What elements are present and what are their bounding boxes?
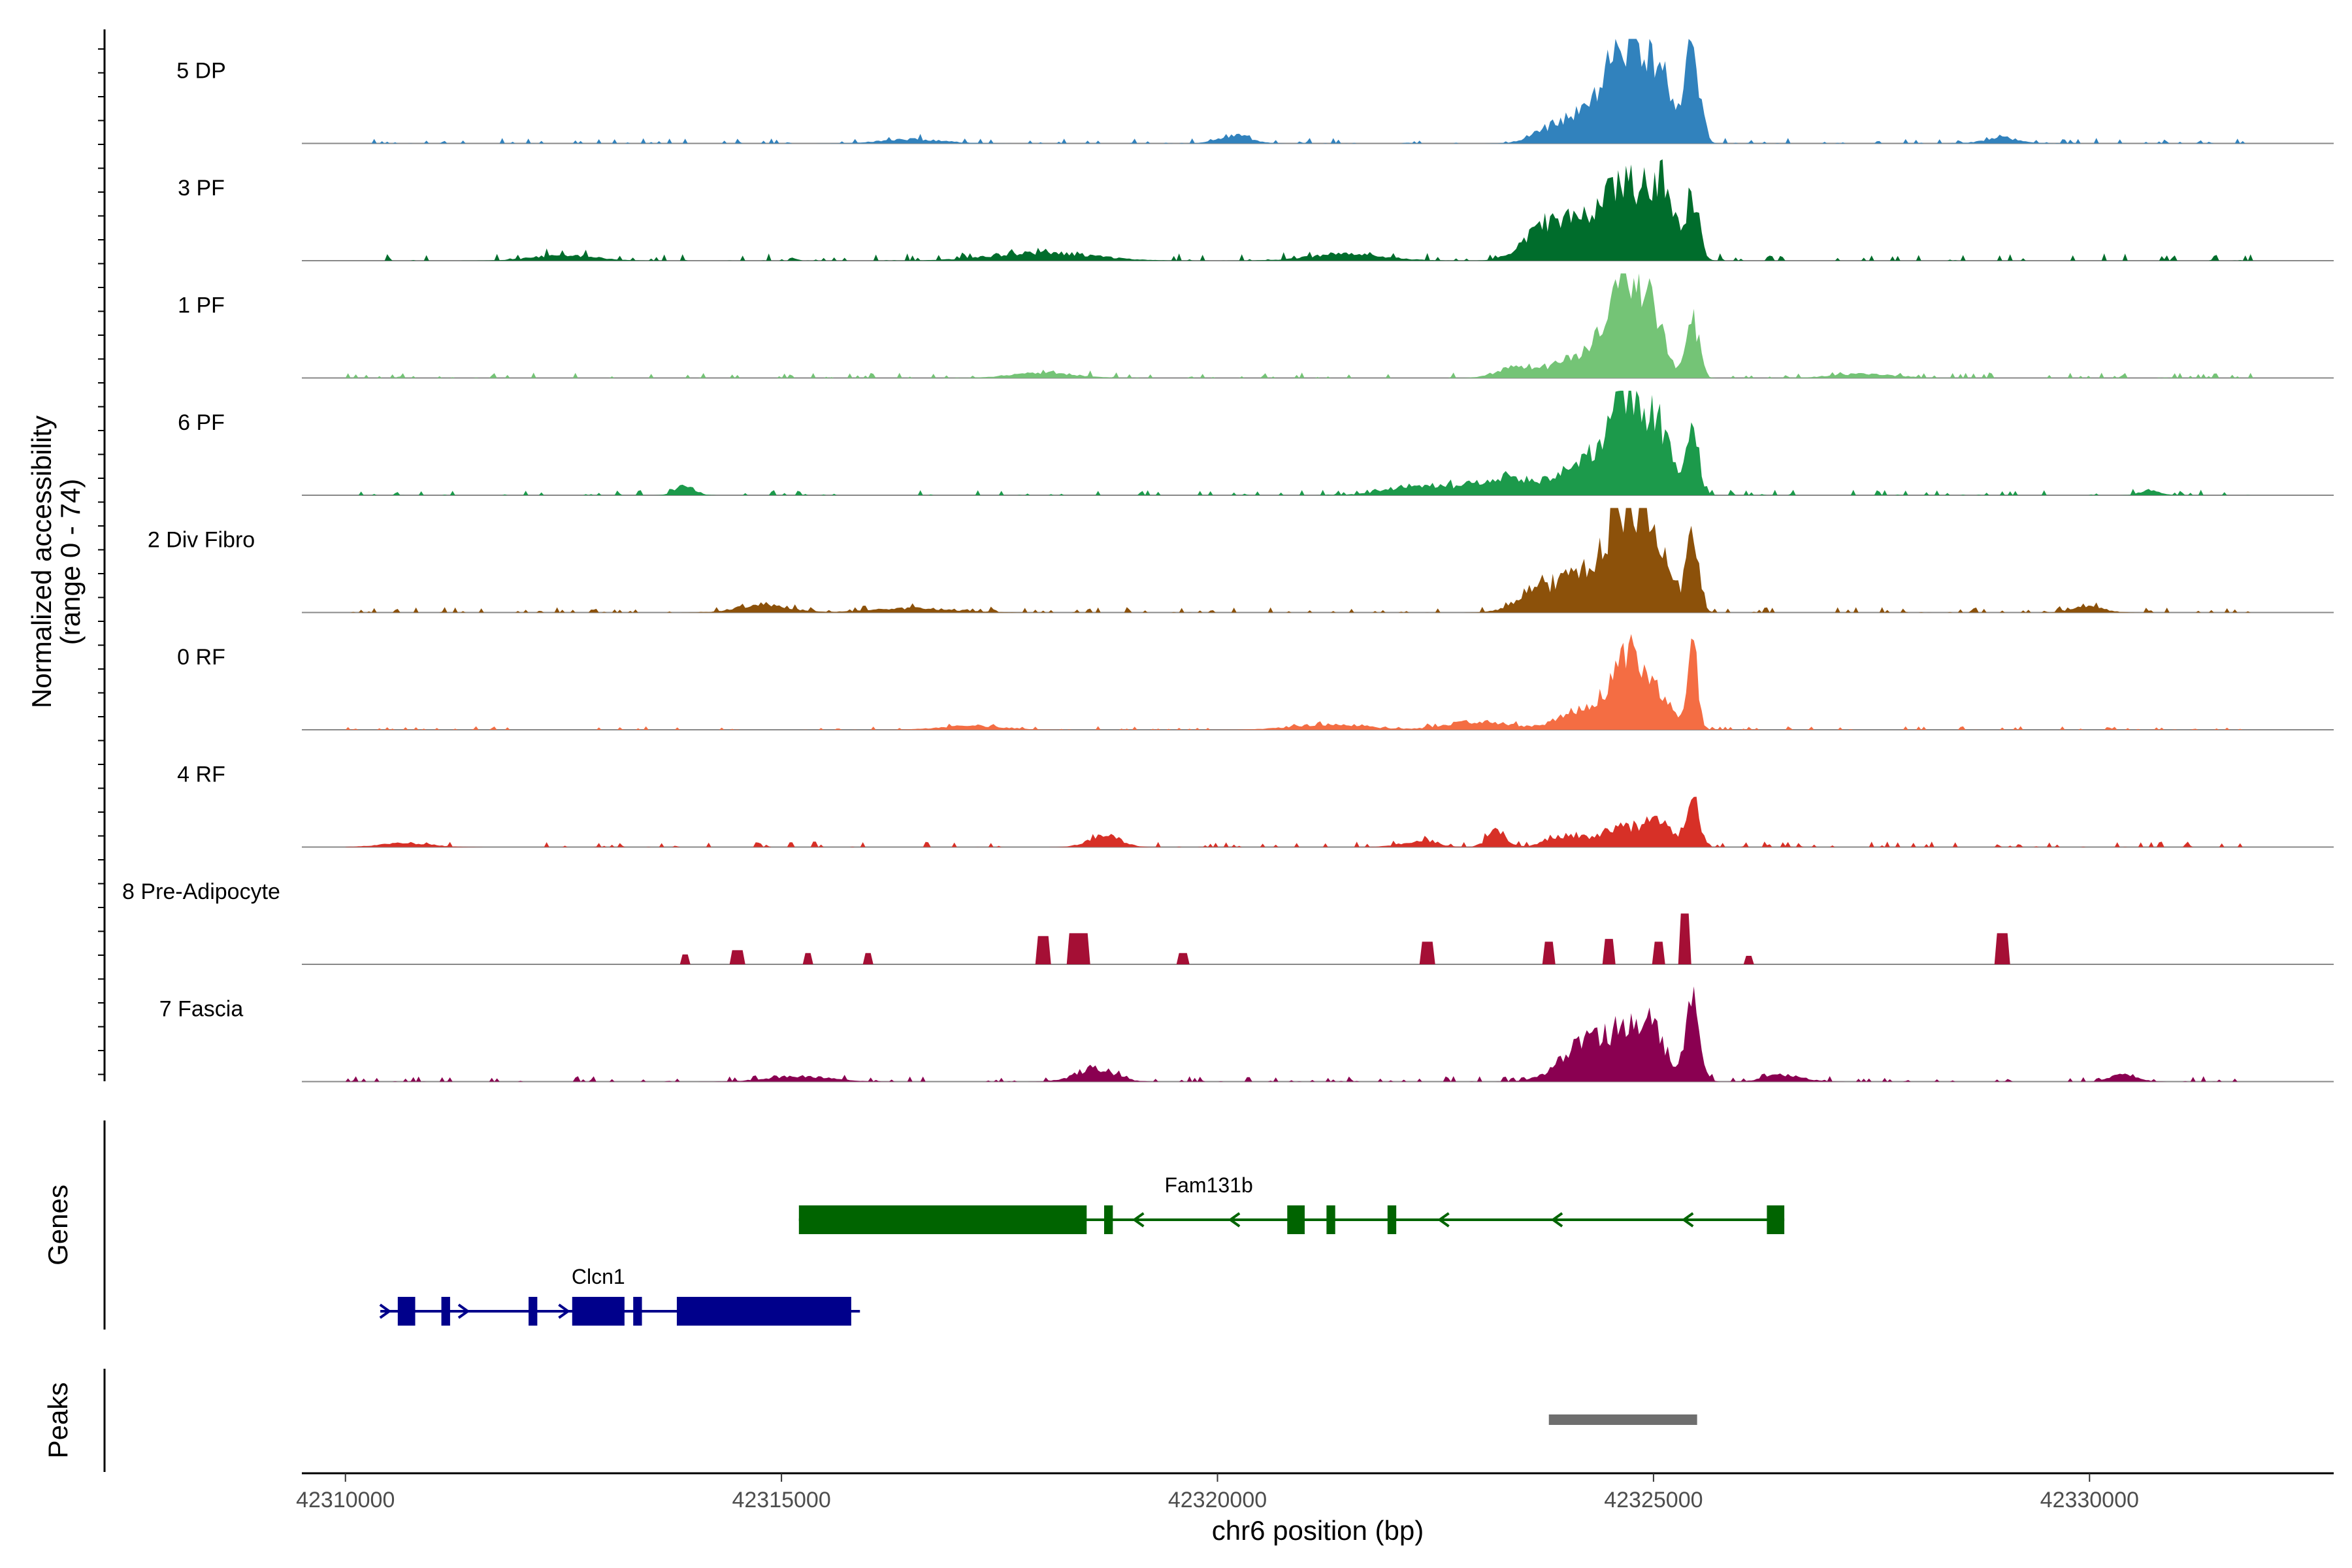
gene-exon [798, 1205, 1087, 1234]
y-axis-ticks [98, 48, 105, 1075]
track-label: 6 PF [178, 410, 225, 435]
y-axis-title-line1: Normalized accessibility [26, 416, 57, 708]
y-axis-title-line2: (range 0 - 74) [55, 479, 86, 645]
x-axis-ticks: 42310000 42315000 42320000 42325000 42330000 [296, 1473, 2139, 1512]
gene-label: Clcn1 [572, 1265, 625, 1288]
gene-models: Fam131b Clcn1 [379, 1173, 1785, 1326]
gene-fam131b: Fam131b [798, 1173, 1785, 1234]
gene-clcn1: Clcn1 [379, 1265, 860, 1326]
track-7-fascia: 7 Fascia [159, 986, 2334, 1083]
strand-arrow [1132, 1212, 1145, 1228]
track-label: 8 Pre-Adipocyte [122, 879, 280, 904]
coverage-tracks: 5 DP 3 PF 1 PF 6 PF 2 Div Fibro 0 RF 4 RF 8 Pre… [122, 39, 2334, 1083]
peak-region-bar [1548, 1414, 1697, 1425]
strand-arrow [379, 1303, 392, 1319]
strand-arrow [1550, 1212, 1563, 1228]
track-label: 7 Fascia [159, 997, 244, 1022]
strand-arrow [1437, 1212, 1450, 1228]
track-label: 5 DP [176, 59, 226, 84]
peaks-panel-title: Peaks [42, 1382, 73, 1459]
track-4-rf: 4 RF [177, 762, 2334, 848]
genes-panel: Genes Fam131b Clcn1 [42, 1120, 1785, 1330]
track-label: 3 PF [178, 176, 225, 201]
track-6-pf: 6 PF [178, 391, 2334, 496]
gene-exon [1767, 1205, 1785, 1234]
strand-arrow [1228, 1212, 1241, 1228]
track-label: 1 PF [178, 293, 225, 318]
gene-exon [397, 1297, 416, 1326]
strand-arrow [1681, 1212, 1694, 1228]
track-8-pre-adipocyte: 8 Pre-Adipocyte [122, 879, 2334, 965]
gene-exon [529, 1297, 538, 1326]
x-tick-label: 42310000 [296, 1488, 395, 1512]
gene-label: Fam131b [1165, 1173, 1253, 1197]
peak-regions [1548, 1414, 1697, 1425]
x-tick-label: 42330000 [2040, 1488, 2139, 1512]
genes-panel-title: Genes [42, 1184, 73, 1266]
gene-exon [1387, 1205, 1397, 1234]
x-axis: 42310000 42315000 42320000 42325000 42330000… [296, 1472, 2334, 1546]
gene-exon [633, 1297, 642, 1326]
gene-exon [572, 1297, 625, 1326]
track-label: 0 RF [177, 645, 225, 670]
y-axis: Normalized accessibility (range 0 - 74) [26, 29, 106, 1081]
strand-arrow [558, 1303, 570, 1319]
x-tick-label: 42320000 [1168, 1488, 1267, 1512]
x-tick-label: 42315000 [732, 1488, 830, 1512]
track-5-dp: 5 DP [176, 39, 2334, 144]
track-label: 2 Div Fibro [148, 528, 255, 553]
gene-exon [1103, 1205, 1113, 1234]
x-tick-label: 42325000 [1604, 1488, 1703, 1512]
track-label: 4 RF [177, 762, 225, 787]
track-2-div-fibro: 2 Div Fibro [148, 508, 2334, 613]
track-1-pf: 1 PF [178, 273, 2334, 379]
peaks-panel: Peaks [42, 1369, 1697, 1472]
strand-arrow [457, 1303, 470, 1319]
gene-exon [441, 1297, 450, 1326]
gene-exon [1287, 1205, 1305, 1234]
gene-exon [1326, 1205, 1335, 1234]
gene-exon [676, 1297, 851, 1326]
x-axis-title: chr6 position (bp) [1212, 1515, 1424, 1546]
track-3-pf: 3 PF [178, 159, 2334, 261]
track-0-rf: 0 RF [177, 634, 2334, 730]
